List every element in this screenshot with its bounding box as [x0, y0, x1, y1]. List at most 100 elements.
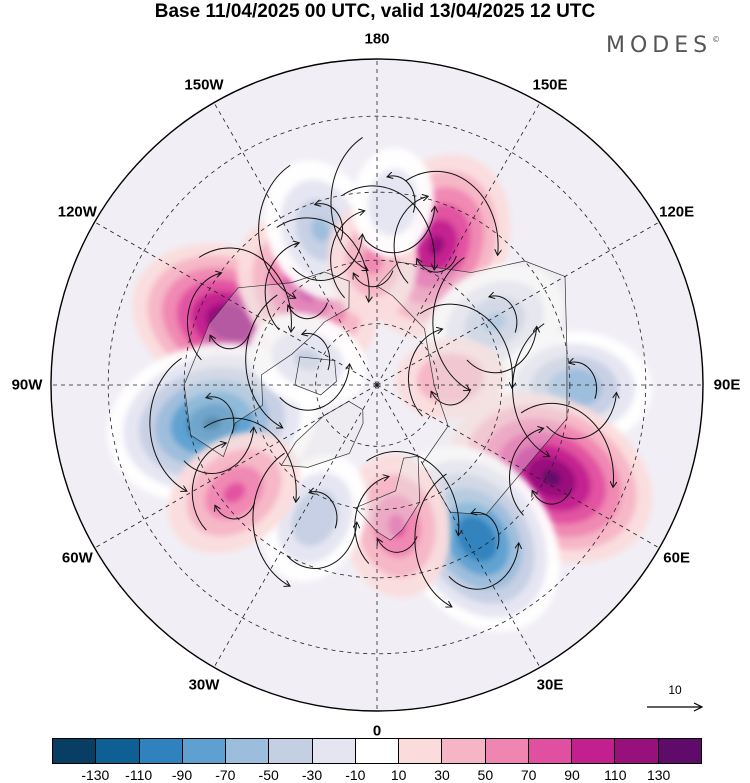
land-outline: [183, 271, 350, 458]
map-border: [50, 58, 704, 712]
lon-label-60e: 60E: [663, 549, 690, 567]
colorbar-swatch: [139, 739, 183, 763]
lon-label-120w: 120W: [57, 203, 97, 221]
streamline: [520, 402, 613, 486]
colorbar-tick-label: 30: [434, 767, 450, 783]
latitude-circle: [315, 323, 439, 447]
colorbar-tick-label: -30: [301, 767, 323, 783]
colorbar-tick-label: 90: [564, 767, 580, 783]
streamline: [546, 393, 617, 440]
streamline: [407, 329, 441, 417]
anomaly-contour: [483, 312, 507, 332]
colorbar-swatch: [226, 739, 270, 763]
streamline: [448, 544, 519, 590]
streamline: [414, 473, 451, 606]
streamline: [405, 170, 498, 254]
streamline: [509, 429, 542, 516]
colorbar: [52, 738, 702, 764]
lon-label-90w: 90W: [11, 376, 43, 394]
colorbar-swatch: [615, 739, 659, 763]
reference-vector-label: 10: [668, 683, 682, 697]
colorbar-tick-label: -50: [258, 767, 279, 783]
colorbar-swatch: [182, 739, 227, 763]
colorbar-swatch: [528, 739, 573, 763]
streamline: [183, 428, 254, 474]
streamline: [279, 365, 350, 411]
streamline: [245, 294, 282, 427]
streamline: [432, 257, 469, 389]
streamline: [207, 397, 235, 434]
streamline: [364, 207, 435, 254]
meridian-line: [207, 384, 378, 679]
anomaly-contour: [311, 218, 330, 242]
map-disk: [51, 59, 703, 711]
lon-label-60w: 60W: [61, 549, 93, 567]
lon-label-30w: 30W: [188, 676, 220, 694]
streamline: [316, 204, 344, 241]
streamline: [378, 536, 418, 553]
lon-label-120e: 120E: [659, 203, 695, 221]
anomaly-contour: [294, 348, 322, 371]
graticule: [51, 59, 703, 711]
land-outline: [376, 260, 568, 516]
colorbar-tick-label: -90: [171, 767, 193, 783]
streamline: [570, 362, 598, 399]
streamline: [191, 443, 225, 531]
colorbar-swatch: [53, 739, 97, 763]
colorbar-swatch: [312, 739, 356, 763]
colorbar-tick-label: -70: [215, 767, 236, 783]
anomaly-center: [168, 431, 300, 554]
streamline: [472, 512, 500, 550]
reference-arrow-icon: [647, 702, 704, 712]
latitude-circle: [107, 115, 647, 655]
colorbar-tick-label: -110: [125, 767, 153, 783]
map-title: Base 11/04/2025 00 UTC, valid 13/04/2025…: [154, 1, 596, 22]
streamline: [303, 333, 331, 371]
colorbar-tick-label: 10: [390, 767, 407, 783]
colorbar-swatch: [96, 739, 140, 763]
streamline: [215, 502, 256, 520]
colorbar-tick-label: -130: [81, 767, 110, 783]
streamline: [264, 243, 298, 331]
streamline: [393, 196, 427, 284]
streamline: [330, 211, 364, 299]
lon-label-150e: 150E: [532, 76, 568, 94]
lon-label-180: 180: [364, 30, 390, 48]
streamline: [292, 235, 363, 281]
colorbar-ticks: -130 -110 -90 -70 -50 -30 -10 10 30 50 70 90 110 130: [0, 767, 750, 783]
streamline: [252, 452, 289, 585]
modes-logo: MODES©: [606, 33, 720, 58]
anomaly-contour: [542, 470, 561, 486]
lon-label-0: 0: [372, 722, 382, 740]
streamline: [388, 176, 416, 213]
streamline: [258, 164, 295, 297]
colorbar-tick-label: 50: [477, 767, 494, 783]
anomaly-contour: [456, 516, 497, 562]
colorbar-swatch: [658, 739, 701, 763]
anomaly-contour: [367, 168, 419, 236]
colorbar-tick-label: 130: [646, 767, 671, 783]
streamline: [466, 327, 537, 374]
streamline: [149, 357, 186, 490]
meridian-line: [376, 215, 671, 386]
lon-label-90e: 90E: [713, 376, 741, 394]
anomaly-center: [352, 147, 434, 258]
streamline: [419, 303, 512, 387]
streamline: [286, 523, 357, 569]
colorbar-swatch: [442, 739, 486, 763]
reference-vector: 10: [644, 683, 706, 719]
anomaly-contour: [291, 489, 339, 547]
colorbar-swatch: [355, 739, 400, 763]
meridian-line: [83, 215, 378, 386]
colorbar-tick-label: 70: [520, 767, 537, 783]
latitude-circle: [251, 259, 503, 511]
streamline: [341, 185, 434, 269]
streamline: [533, 487, 573, 505]
colorbar-swatch: [399, 739, 443, 763]
meridian-line: [376, 91, 547, 386]
colorbar-swatch: [269, 739, 313, 763]
streamline: [211, 332, 251, 350]
land-outline: [280, 400, 364, 468]
logo-mark: ©: [712, 35, 721, 44]
